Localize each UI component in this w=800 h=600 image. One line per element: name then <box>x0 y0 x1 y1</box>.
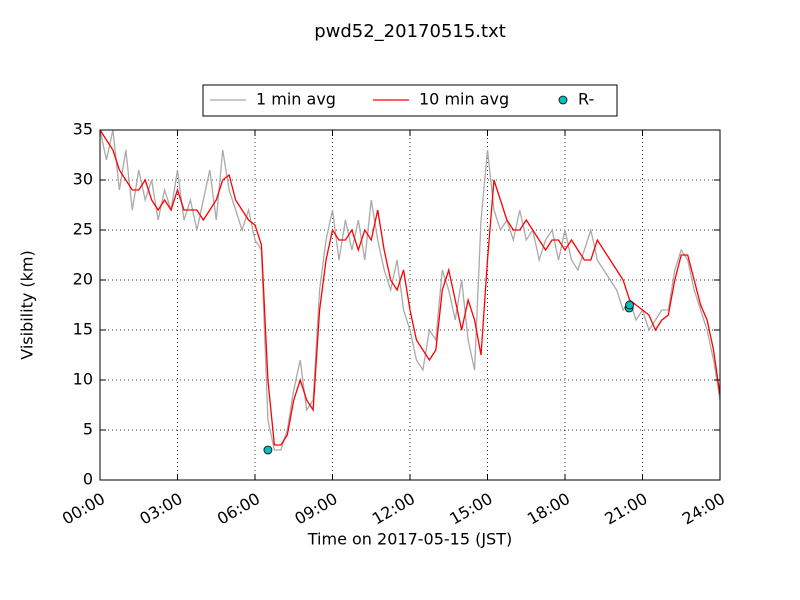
x-tick-label: 06:00 <box>214 489 263 529</box>
x-tick-label: 03:00 <box>136 489 185 529</box>
legend: 1 min avg 10 min avg R- <box>210 90 594 109</box>
y-tick-label: 5 <box>83 420 93 439</box>
chart-title: pwd52_20170515.txt <box>314 21 506 42</box>
y-tick-label: 25 <box>73 220 93 239</box>
x-tick-label: 00:00 <box>59 489 108 529</box>
series-line <box>100 130 720 446</box>
axes: 0 5 10 15 20 25 30 35 00:00 03:00 06:00 09:00 12:00 1… <box>59 120 728 529</box>
x-tick-label: 15:00 <box>446 489 495 529</box>
legend-label: 1 min avg <box>256 90 336 109</box>
data-point <box>263 445 273 455</box>
y-tick-label: 30 <box>73 170 93 189</box>
y-tick-label: 35 <box>73 120 93 139</box>
legend-box <box>202 84 618 117</box>
x-axis-label: Time on 2017-05-15 (JST) <box>307 530 512 549</box>
x-tick-label: 18:00 <box>524 489 573 529</box>
x-tick-label: 09:00 <box>291 489 340 529</box>
y-tick-label: 15 <box>73 320 93 339</box>
data-point <box>625 300 634 310</box>
x-tick-label: 21:00 <box>601 489 650 529</box>
y-tick-label: 20 <box>73 270 93 289</box>
x-tick-label: 24:00 <box>679 489 728 529</box>
series-line <box>100 130 720 451</box>
legend-label: R- <box>578 90 594 109</box>
legend-marker <box>558 95 568 105</box>
plot-area <box>100 130 720 455</box>
y-axis-label: Visibility (km) <box>18 250 37 359</box>
y-tick-label: 10 <box>73 370 93 389</box>
y-tick-label: 0 <box>83 470 93 489</box>
x-tick-label: 12:00 <box>369 489 418 529</box>
legend-label: 10 min avg <box>419 90 509 109</box>
